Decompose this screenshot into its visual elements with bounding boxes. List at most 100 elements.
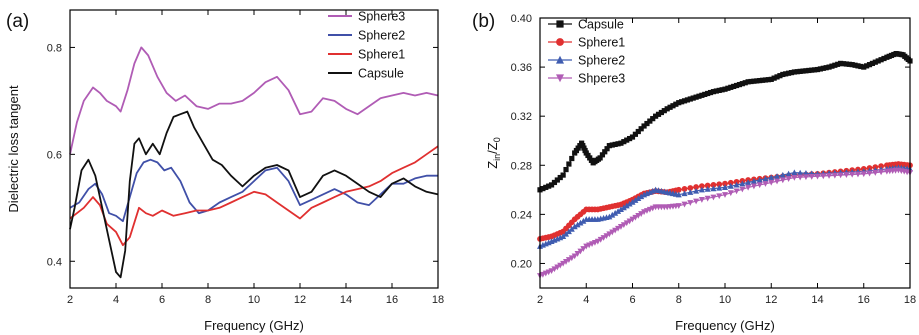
series-point-b-shpere3 bbox=[606, 231, 613, 238]
series-point-b-shpere3 bbox=[638, 211, 645, 217]
series-point-b-shpere3 bbox=[860, 171, 867, 178]
series-point-b-shpere3 bbox=[617, 224, 624, 230]
series-point-b-shpere3 bbox=[574, 251, 581, 257]
series-point-b-capsule bbox=[548, 182, 555, 188]
series-point-b-capsule bbox=[791, 69, 797, 75]
series-point-b-capsule bbox=[557, 174, 563, 181]
legend-marker-b-sphere1 bbox=[556, 38, 564, 46]
series-point-b-shpere3 bbox=[635, 212, 642, 219]
x-tick-label-b: 10 bbox=[719, 294, 731, 306]
series-point-b-capsule bbox=[597, 155, 603, 161]
series-point-b-capsule bbox=[673, 101, 679, 107]
series-point-b-shpere3 bbox=[548, 268, 555, 275]
series-point-b-shpere3 bbox=[698, 197, 705, 203]
series-point-b-sphere2 bbox=[779, 171, 786, 178]
series-point-b-sphere1 bbox=[698, 183, 705, 190]
series-point-b-capsule bbox=[635, 128, 641, 135]
series-point-b-capsule bbox=[713, 88, 719, 94]
series-point-b-shpere3 bbox=[612, 227, 619, 234]
series-point-b-capsule bbox=[843, 61, 850, 67]
y-tick-label-a: 0.4 bbox=[47, 256, 62, 268]
series-point-b-sphere2 bbox=[739, 180, 746, 187]
x-tick-label-a: 14 bbox=[340, 294, 352, 306]
x-tick-label-a: 16 bbox=[386, 294, 398, 306]
x-tick-label-a: 2 bbox=[67, 294, 73, 306]
series-point-b-capsule bbox=[748, 78, 754, 85]
series-point-b-shpere3 bbox=[854, 171, 861, 178]
series-point-b-capsule bbox=[618, 140, 624, 146]
series-point-b-capsule bbox=[655, 111, 662, 117]
series-point-b-capsule bbox=[696, 93, 702, 99]
series-point-b-sphere1 bbox=[710, 182, 717, 188]
series-point-b-sphere2 bbox=[615, 208, 622, 214]
series-point-b-sphere2 bbox=[620, 204, 627, 211]
series-point-b-capsule bbox=[788, 70, 795, 76]
series-point-b-shpere3 bbox=[563, 259, 570, 265]
series-point-b-capsule bbox=[615, 141, 621, 147]
series-point-b-capsule bbox=[667, 104, 673, 110]
series-point-b-capsule bbox=[817, 66, 823, 72]
series-point-b-capsule bbox=[768, 76, 774, 82]
legend-a: Sphere3 Sphere2 Sphere1 Capsule bbox=[328, 10, 405, 81]
series-point-b-capsule bbox=[783, 71, 789, 77]
series-point-b-shpere3 bbox=[597, 236, 604, 243]
series-point-b-capsule bbox=[540, 185, 546, 192]
series-point-b-shpere3 bbox=[632, 214, 639, 221]
series-point-b-sphere1 bbox=[681, 185, 688, 192]
series-point-b-capsule bbox=[543, 184, 549, 190]
plot-frame-a bbox=[69, 9, 439, 289]
series-point-b-capsule bbox=[806, 67, 812, 74]
series-point-b-capsule bbox=[641, 123, 647, 129]
x-tick-label-b: 12 bbox=[765, 294, 777, 306]
series-point-b-shpere3 bbox=[693, 198, 700, 205]
y-tick-label-b: 0.24 bbox=[511, 209, 532, 221]
series-point-b-shpere3 bbox=[785, 176, 792, 182]
series-point-b-capsule bbox=[599, 152, 606, 158]
series-point-b-capsule bbox=[546, 183, 552, 189]
series-point-b-capsule bbox=[742, 80, 748, 86]
x-tick-label-b: 2 bbox=[537, 294, 543, 306]
series-point-b-shpere3 bbox=[551, 266, 558, 273]
legend-marker-b-capsule bbox=[556, 20, 564, 28]
series-point-b-capsule bbox=[569, 155, 575, 162]
plot-frame-b bbox=[539, 17, 911, 289]
series-point-b-sphere2 bbox=[565, 228, 572, 235]
series-point-b-shpere3 bbox=[565, 257, 572, 263]
series-point-b-capsule bbox=[846, 61, 852, 67]
series-point-b-sphere2 bbox=[577, 219, 584, 226]
series-point-b-shpere3 bbox=[716, 193, 723, 200]
series-point-b-shpere3 bbox=[808, 174, 815, 180]
series-point-b-sphere2 bbox=[710, 185, 717, 192]
series-point-b-shpere3 bbox=[629, 216, 636, 223]
series-point-b-sphere2 bbox=[733, 181, 740, 188]
series-point-b-capsule bbox=[725, 85, 731, 91]
x-tick-label-a: 10 bbox=[248, 294, 260, 306]
series-point-b-sphere2 bbox=[560, 233, 567, 240]
series-point-b-shpere3 bbox=[733, 188, 740, 195]
series-point-b-sphere2 bbox=[774, 173, 781, 179]
series-point-b-capsule bbox=[797, 68, 803, 74]
series-point-b-sphere2 bbox=[791, 169, 798, 176]
series-point-b-capsule bbox=[829, 63, 835, 69]
series-point-b-capsule bbox=[606, 143, 612, 149]
chart-panel-b: (b) 2 4 6 8 10 12 14 16 18 0.20 0.24 0.28 0.32 0.36 0.… bbox=[472, 11, 916, 333]
y-axis-label-b-0: 0 bbox=[492, 137, 502, 142]
series-point-b-sphere1 bbox=[716, 181, 723, 188]
series-point-b-shpere3 bbox=[710, 194, 717, 201]
series-point-b-capsule bbox=[551, 179, 558, 186]
series-point-b-capsule bbox=[679, 99, 685, 105]
x-axis-label-b: Frequency (GHz) bbox=[675, 318, 775, 333]
series-point-b-capsule bbox=[881, 55, 887, 62]
series-point-b-sphere2 bbox=[797, 169, 804, 176]
series-point-b-capsule bbox=[765, 77, 771, 83]
series-point-b-shpere3 bbox=[774, 178, 781, 185]
series-point-b-shpere3 bbox=[831, 172, 838, 179]
series-point-b-shpere3 bbox=[681, 201, 688, 208]
series-point-b-shpere3 bbox=[843, 172, 850, 178]
series-point-b-capsule bbox=[762, 77, 769, 83]
series-point-b-sphere1 bbox=[693, 184, 699, 190]
series-point-b-capsule bbox=[820, 65, 826, 71]
series-point-b-capsule bbox=[780, 71, 786, 78]
x-tick-label-a: 8 bbox=[205, 294, 211, 306]
series-point-b-capsule bbox=[838, 60, 844, 67]
